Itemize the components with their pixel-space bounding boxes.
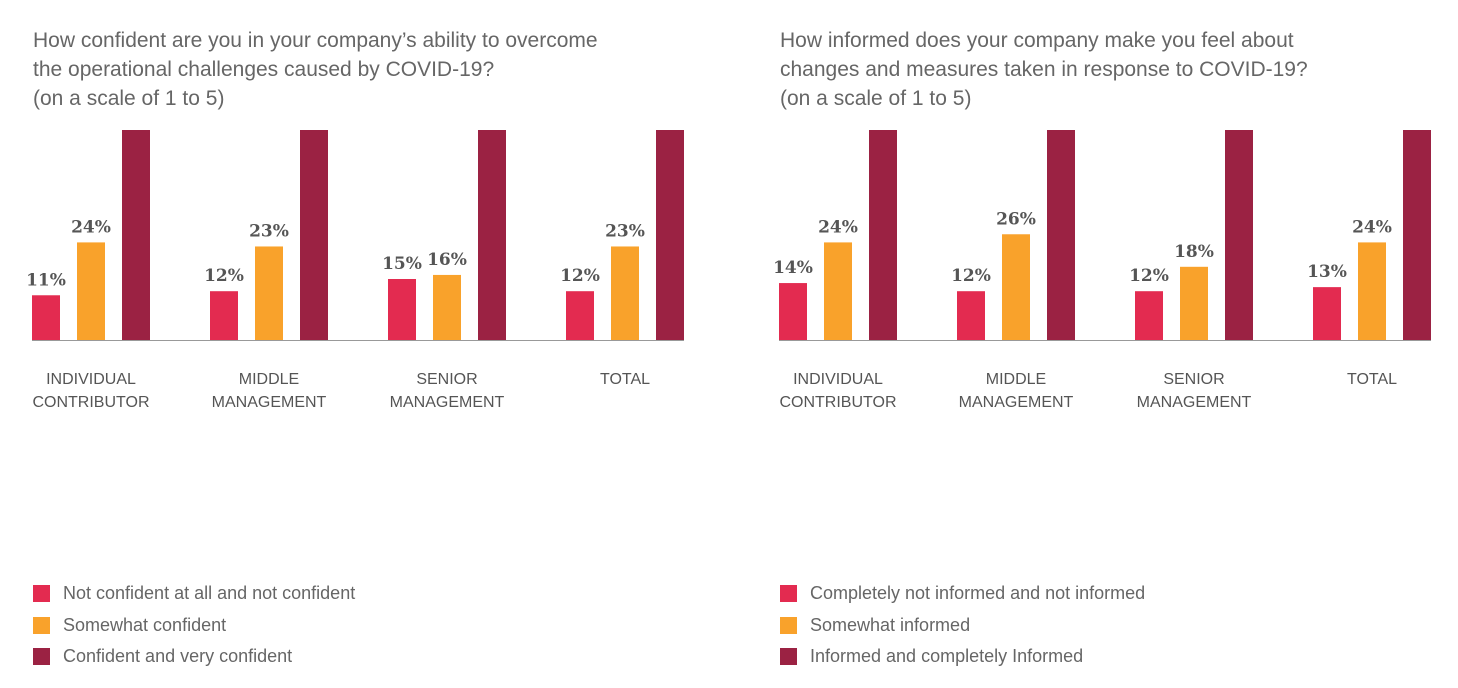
bar-chart-informed: 14%24%62%INDIVIDUALCONTRIBUTOR12%26%62%M… xyxy=(773,130,1431,411)
bar xyxy=(478,130,506,341)
category-label: INDIVIDUAL xyxy=(793,371,883,388)
bar xyxy=(1047,130,1075,340)
category-label: CONTRIBUTOR xyxy=(779,394,896,411)
bar xyxy=(433,274,461,340)
data-label: 12% xyxy=(204,266,244,286)
legend-item: Not confident at all and not confident xyxy=(33,578,355,610)
legend-swatch xyxy=(780,648,797,666)
data-label: 24% xyxy=(71,217,111,237)
legend-swatch xyxy=(33,648,50,666)
chart-legend: Completely not informed and not informed… xyxy=(780,578,1145,673)
bar xyxy=(1002,234,1030,340)
bar xyxy=(77,242,105,340)
data-label: 11% xyxy=(26,270,66,290)
data-label: 26% xyxy=(996,209,1036,229)
legend-item: Informed and completely Informed xyxy=(780,641,1145,673)
bar xyxy=(566,291,594,340)
chart-title-line: the operational challenges caused by COV… xyxy=(33,58,495,81)
category-label: SENIOR xyxy=(1163,371,1224,388)
chart-panel-informed: How informed does your company make you … xyxy=(747,0,1458,688)
bar xyxy=(779,283,807,340)
category-label: SENIOR xyxy=(416,371,477,388)
data-label: 15% xyxy=(382,254,422,274)
bar xyxy=(869,130,897,340)
bar xyxy=(32,295,60,340)
chart-title: How confident are you in your company’s … xyxy=(33,26,713,113)
legend-label: Completely not informed and not informed xyxy=(810,583,1146,604)
bar xyxy=(824,242,852,340)
bar xyxy=(1225,130,1253,340)
data-label: 23% xyxy=(605,221,645,241)
bar xyxy=(957,291,985,340)
bar xyxy=(210,291,238,340)
bar xyxy=(656,130,684,340)
chart-title-line: (on a scale of 1 to 5) xyxy=(33,87,225,110)
legend-label: Confident and very confident xyxy=(63,646,293,667)
category-label: MANAGEMENT xyxy=(959,394,1074,411)
bar xyxy=(1180,266,1208,340)
chart-title-line: How confident are you in your company’s … xyxy=(33,29,598,52)
category-label: MANAGEMENT xyxy=(212,394,327,411)
chart-title: How informed does your company make you … xyxy=(780,26,1458,113)
legend-swatch xyxy=(33,585,50,603)
category-label: INDIVIDUAL xyxy=(46,371,136,388)
chart-title-line: changes and measures taken in response t… xyxy=(780,58,1308,81)
chart-panel-confidence: How confident are you in your company’s … xyxy=(26,26,713,673)
legend-label: Informed and completely Informed xyxy=(810,646,1084,667)
data-label: 12% xyxy=(951,266,991,286)
bar xyxy=(255,246,283,340)
legend-swatch xyxy=(33,616,50,634)
bar xyxy=(1135,291,1163,340)
data-label: 13% xyxy=(1307,262,1347,282)
legend-label: Somewhat informed xyxy=(810,614,971,635)
legend-label: Not confident at all and not confident xyxy=(63,583,356,604)
bar xyxy=(300,130,328,340)
legend-swatch xyxy=(780,585,797,603)
legend-label: Somewhat confident xyxy=(63,614,227,635)
chart-title-line: How informed does your company make you … xyxy=(780,29,1294,52)
legend-item: Confident and very confident xyxy=(33,641,355,673)
data-label: 23% xyxy=(249,221,289,241)
category-label: MANAGEMENT xyxy=(1137,394,1252,411)
data-label: 18% xyxy=(1174,242,1214,262)
category-label: CONTRIBUTOR xyxy=(32,394,149,411)
bar xyxy=(1358,242,1386,340)
bar-chart-confidence: 11%24%65%INDIVIDUALCONTRIBUTOR12%23%65%M… xyxy=(26,130,684,411)
category-label: TOTAL xyxy=(600,371,650,388)
legend-item: Completely not informed and not informed xyxy=(780,578,1145,610)
bar xyxy=(611,246,639,340)
legend-swatch xyxy=(780,616,797,634)
category-label: MIDDLE xyxy=(239,371,299,388)
legend-item: Somewhat informed xyxy=(780,610,1145,642)
legend-item: Somewhat confident xyxy=(33,610,355,642)
data-label: 24% xyxy=(818,217,858,237)
category-label: MANAGEMENT xyxy=(390,394,505,411)
data-label: 12% xyxy=(1129,266,1169,286)
data-label: 12% xyxy=(560,266,600,286)
bar xyxy=(1313,287,1341,340)
bar xyxy=(122,130,150,340)
chart-title-line: (on a scale of 1 to 5) xyxy=(780,87,972,110)
data-label: 16% xyxy=(427,250,467,270)
category-label: MIDDLE xyxy=(986,371,1046,388)
bar xyxy=(388,279,416,340)
data-label: 24% xyxy=(1352,217,1392,237)
data-label: 14% xyxy=(773,258,813,278)
chart-legend: Not confident at all and not confident S… xyxy=(33,578,355,673)
category-label: TOTAL xyxy=(1347,371,1397,388)
bar xyxy=(1403,130,1431,341)
